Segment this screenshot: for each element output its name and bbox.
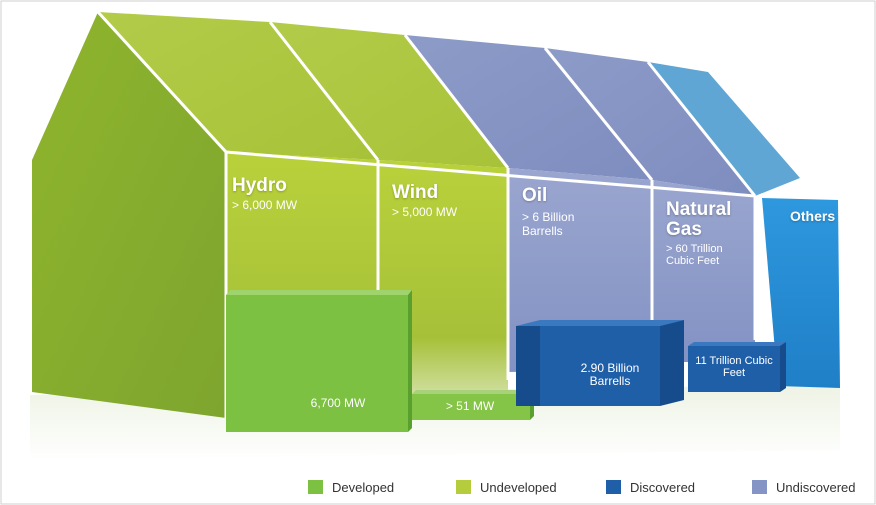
roof-wind <box>270 22 508 168</box>
legend-swatch <box>456 480 471 494</box>
roof-others <box>648 62 800 196</box>
others-title: Others <box>790 208 836 224</box>
wind-title: Wind <box>392 182 439 203</box>
oil-title: Oil <box>522 185 548 206</box>
legend-label: Undiscovered <box>776 479 856 495</box>
wind-developed-value: > 51 MW <box>445 399 495 413</box>
legend-swatch <box>308 480 323 494</box>
gas-title: Natural Gas <box>666 199 732 240</box>
hydro-potential: > 6,000 MW <box>232 198 298 212</box>
legend-item-undiscovered: Undiscovered <box>752 477 856 497</box>
oil-potential: > 6 Billion Barrells <box>522 210 575 238</box>
legend-item-undeveloped: Undeveloped <box>456 477 557 497</box>
legend-label: Undeveloped <box>480 479 557 495</box>
block-oil-discovered <box>540 326 660 406</box>
hydro-developed-value: 6,700 MW <box>310 396 366 410</box>
roof-gas <box>545 48 755 196</box>
block-gas-discovered <box>688 346 780 392</box>
gas-potential: > 60 Trillion Cubic Feet <box>666 243 723 267</box>
wall-others <box>762 198 840 388</box>
roof-oil <box>405 35 652 180</box>
wall-gas <box>652 180 755 362</box>
legend-item-discovered: Discovered <box>606 477 695 497</box>
hydro-title: Hydro <box>232 175 287 196</box>
legend-label: Developed <box>332 479 395 495</box>
legend-label: Discovered <box>630 479 696 495</box>
oil-discovered-value: 2.90 Billion Barrells <box>580 361 640 388</box>
legend-item-developed: Developed <box>308 477 394 497</box>
legend-swatch <box>752 480 767 494</box>
wind-potential: > 5,000 MW <box>392 205 458 219</box>
legend-swatch <box>606 480 621 494</box>
roof-hydro <box>98 12 378 160</box>
house-gable <box>32 12 226 418</box>
block-wind-developed <box>412 394 530 420</box>
block-hydro-developed <box>226 295 408 432</box>
gas-discovered-value: 11 Trillion Cubic Feet <box>695 355 773 379</box>
